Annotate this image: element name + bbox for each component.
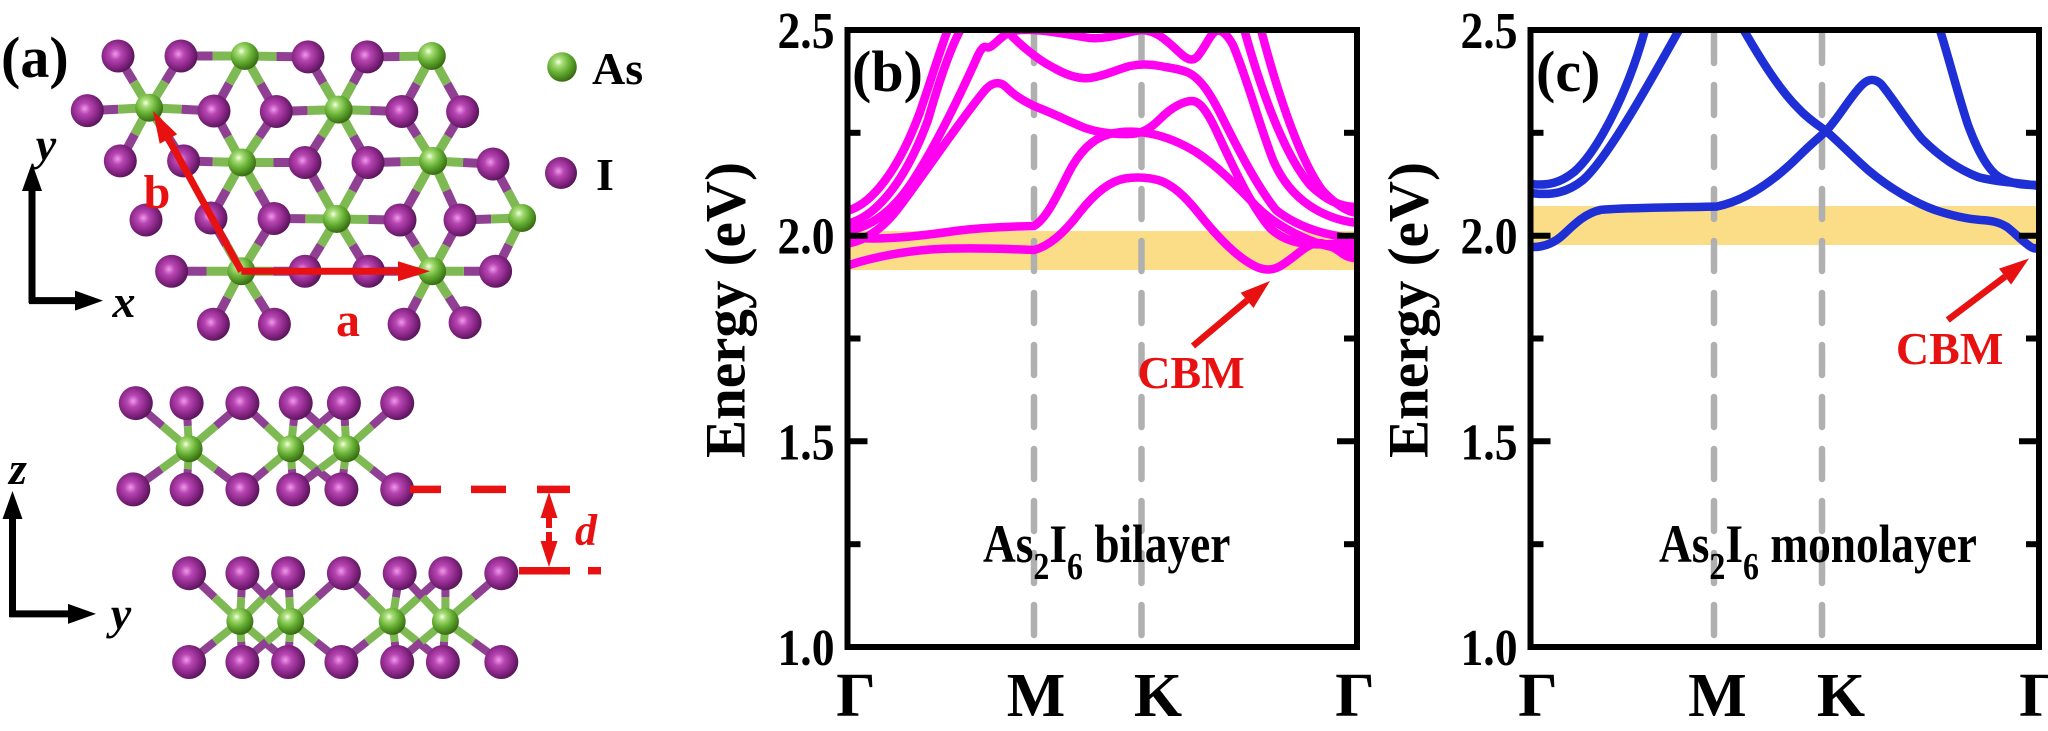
svg-text:(b): (b) (852, 39, 923, 104)
svg-text:1.5: 1.5 (1461, 414, 1518, 471)
svg-text:2.0: 2.0 (778, 209, 835, 266)
svg-text:I: I (596, 149, 614, 200)
svg-text:2.0: 2.0 (1461, 209, 1518, 266)
svg-text:d: d (575, 506, 598, 555)
svg-text:Energy (eV): Energy (eV) (695, 162, 758, 458)
svg-text:1.0: 1.0 (1461, 620, 1518, 677)
svg-text:y: y (31, 119, 57, 170)
svg-text:Γ: Γ (2019, 662, 2048, 730)
svg-text:z: z (7, 443, 27, 494)
svg-text:(a): (a) (1, 25, 69, 90)
svg-text:Γ: Γ (1518, 662, 1557, 730)
svg-text:b: b (144, 166, 171, 219)
svg-text:(c): (c) (1536, 39, 1600, 104)
svg-text:As: As (592, 43, 643, 94)
svg-text:x: x (112, 276, 136, 327)
svg-text:K: K (1134, 662, 1182, 730)
svg-text:Γ: Γ (1335, 662, 1374, 730)
svg-text:M: M (1007, 662, 1066, 730)
svg-text:Energy (eV): Energy (eV) (1378, 162, 1441, 458)
svg-text:CBM: CBM (1137, 347, 1244, 398)
svg-text:M: M (1688, 662, 1747, 730)
svg-text:1.5: 1.5 (778, 414, 835, 471)
svg-text:a: a (336, 294, 360, 347)
svg-text:1.0: 1.0 (778, 620, 835, 677)
svg-text:2.5: 2.5 (778, 3, 835, 60)
svg-text:CBM: CBM (1896, 323, 2003, 374)
svg-text:K: K (1817, 662, 1865, 730)
svg-text:2.5: 2.5 (1461, 3, 1518, 60)
svg-text:Γ: Γ (836, 662, 875, 730)
svg-text:y: y (106, 588, 132, 639)
